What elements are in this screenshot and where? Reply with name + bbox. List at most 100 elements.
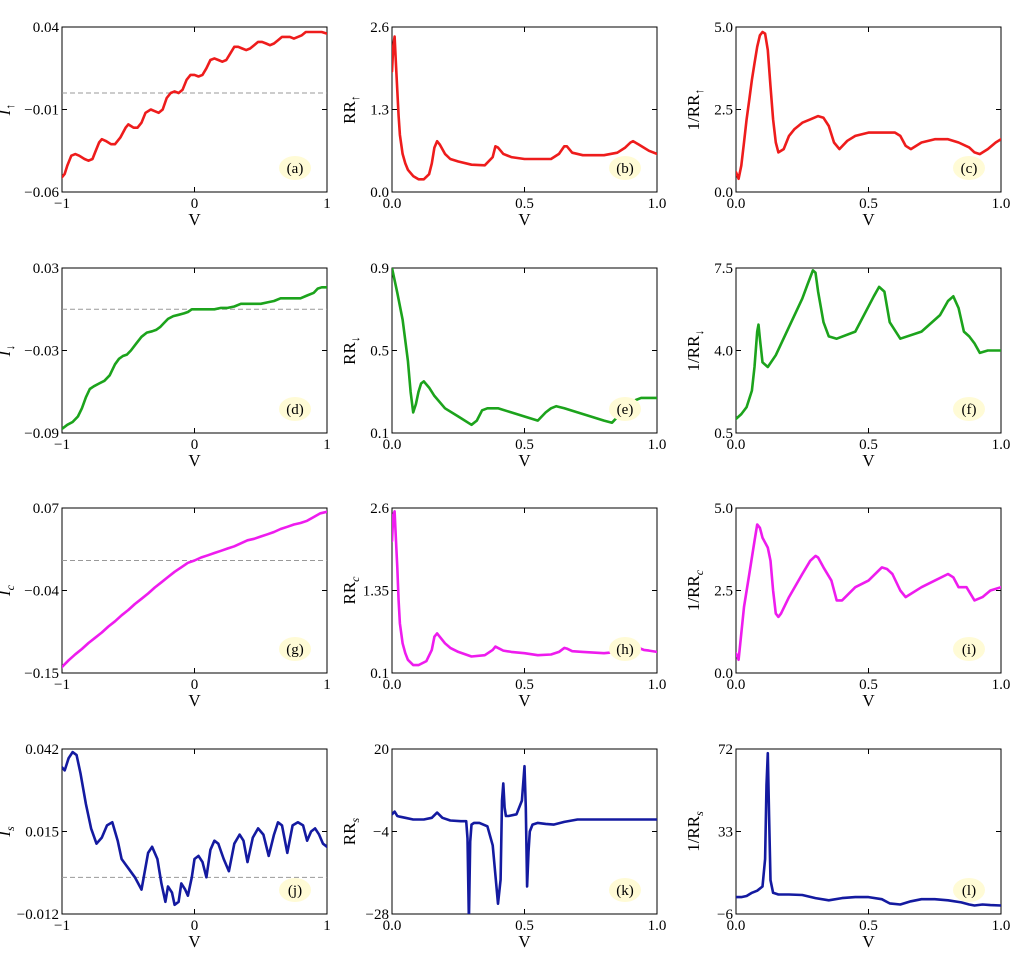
chart-panel-g: −1 0 1 −0.15 −0.04 0.07 V Ic (g) (0, 501, 331, 710)
y-tick-label: 0.042 (25, 742, 59, 758)
x-tick-label: 0.0 (727, 437, 746, 453)
x-axis-label: V (518, 691, 531, 710)
panel-label-badge (609, 637, 641, 661)
y-tick-label: 1.3 (370, 103, 389, 119)
x-tick-label: 0.5 (859, 196, 878, 212)
x-axis-label: V (862, 932, 875, 951)
series-line-c-0 (736, 30, 1001, 181)
y-tick-label: −0.04 (24, 584, 59, 600)
y-tick-label: 0.5 (370, 344, 389, 360)
y-tick-label: −0.01 (24, 103, 59, 119)
y-axis-label-main: I (0, 349, 14, 357)
chart-panel-k: 0.0 0.5 1.0 −28 −4 20 V RRs (k) (340, 742, 666, 951)
y-tick-label: −0.03 (24, 344, 59, 360)
y-tick-label: 0.04 (33, 20, 60, 36)
y-tick-label: 0.0 (714, 185, 733, 201)
x-tick-label: 1.0 (992, 677, 1011, 693)
y-axis-label: I↑ (0, 104, 17, 117)
y-axis-label-subscript: ↑ (3, 104, 17, 110)
panel-label: (i) (962, 642, 976, 658)
x-tick-label: 1.0 (648, 918, 667, 934)
x-axis-label: V (518, 451, 531, 470)
x-tick-label: 1 (323, 918, 331, 934)
series-line-b-0 (392, 35, 657, 181)
panel-label-badge (609, 878, 641, 902)
x-tick-label: 0.0 (383, 196, 402, 212)
y-axis-label: 1/RR↑ (684, 89, 706, 131)
y-axis-label-main: RR (340, 342, 359, 365)
y-axis-label-subscript: ↓ (692, 330, 706, 336)
chart-panel-i: 0.0 0.5 1.0 0.0 2.5 5.0 V 1/RRc (i) (684, 501, 1010, 710)
x-tick-label: 0.0 (727, 918, 746, 934)
y-tick-label: −0.09 (24, 426, 59, 442)
y-axis-label-subscript: c (3, 584, 17, 590)
x-tick-label: 0.5 (515, 196, 534, 212)
x-axis-label: V (188, 932, 201, 951)
panel-label-badge (953, 156, 985, 180)
y-axis-label: Is (0, 826, 17, 838)
y-tick-label: −0.012 (17, 907, 59, 923)
y-tick-label: 0.03 (33, 261, 59, 277)
panel-label: (f) (962, 402, 977, 418)
y-tick-label: 0.0 (370, 185, 389, 201)
y-tick-label: −4 (373, 825, 389, 841)
x-tick-label: −1 (54, 437, 70, 453)
y-tick-label: 0.0 (714, 666, 733, 682)
panel-label: (j) (288, 883, 302, 899)
x-axis-label: V (188, 691, 201, 710)
y-axis-label: Ic (0, 584, 17, 597)
x-tick-label: 0.5 (515, 677, 534, 693)
series-line-a-0 (62, 30, 327, 179)
series-line-i-0 (736, 523, 1001, 662)
chart-panel-h: 0.0 0.5 1.0 0.1 1.35 2.6 V RRc (h) (340, 501, 666, 710)
x-tick-label: 0.0 (383, 918, 402, 934)
x-tick-label: 0.0 (383, 437, 402, 453)
x-tick-label: 0.0 (727, 677, 746, 693)
series-line-d-0 (62, 285, 327, 431)
y-axis-label-subscript: ↓ (348, 336, 362, 342)
y-axis-label: RR↑ (340, 95, 362, 124)
y-axis-label-subscript: ↓ (3, 345, 17, 351)
y-axis-label-subscript: s (348, 817, 362, 822)
x-tick-label: 0.5 (859, 677, 878, 693)
panel-label: (c) (961, 161, 978, 177)
panel-label: (l) (962, 883, 976, 899)
y-tick-label: 0.1 (370, 666, 389, 682)
x-axis-label: V (862, 210, 875, 229)
panel-label: (a) (287, 161, 304, 177)
panel-label-badge (279, 878, 311, 902)
x-tick-label: 0 (191, 437, 199, 453)
x-tick-label: −1 (54, 677, 70, 693)
y-axis-label: RRc (340, 576, 362, 605)
series-line-j-0 (62, 750, 327, 907)
y-axis-label: RR↓ (340, 336, 362, 365)
x-axis-label: V (518, 210, 531, 229)
x-tick-label: 0.0 (727, 196, 746, 212)
y-tick-label: 0.5 (714, 426, 733, 442)
x-tick-label: 1.0 (992, 196, 1011, 212)
y-axis-label-subscript: s (3, 826, 17, 831)
x-tick-label: 0.5 (515, 918, 534, 934)
y-tick-label: 5.0 (714, 501, 733, 517)
x-tick-label: 0 (191, 918, 199, 934)
y-tick-label: 2.5 (714, 103, 733, 119)
y-tick-label: −28 (366, 907, 389, 923)
x-tick-label: 0.5 (859, 437, 878, 453)
y-tick-label: 0.07 (33, 501, 60, 517)
series-line-g-0 (62, 510, 327, 669)
y-tick-label: 4.0 (714, 344, 733, 360)
y-axis-label-main: 1/RR (684, 94, 703, 131)
x-tick-label: 0.5 (859, 918, 878, 934)
y-tick-label: 20 (374, 742, 389, 758)
x-tick-label: 0.5 (515, 437, 534, 453)
y-tick-label: 2.5 (714, 584, 733, 600)
panel-label: (e) (617, 402, 634, 418)
x-tick-label: 0 (191, 196, 199, 212)
y-axis-label: 1/RRs (684, 811, 706, 852)
x-tick-label: −1 (54, 918, 70, 934)
y-tick-label: 2.6 (370, 20, 389, 36)
series-line-f-0 (736, 269, 1001, 421)
y-tick-label: 33 (718, 825, 733, 841)
chart-panel-d: −1 0 1 −0.09 −0.03 0.03 V I↓ (d) (0, 261, 331, 470)
